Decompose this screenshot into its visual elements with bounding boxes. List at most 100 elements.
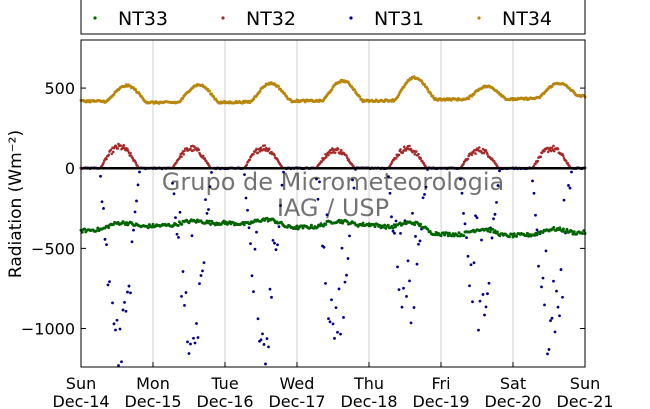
nt32-point <box>185 147 189 150</box>
legend-marker-nt32 <box>221 16 225 20</box>
nt31-point <box>477 328 480 332</box>
nt31-point <box>177 235 180 239</box>
nt32-point <box>345 156 349 160</box>
nt33-point <box>345 220 349 224</box>
nt32-point <box>267 147 271 150</box>
nt31-point <box>555 289 558 293</box>
nt33-point <box>386 223 390 227</box>
nt31-point <box>174 216 177 220</box>
nt31-point <box>115 318 119 322</box>
nt32-point <box>336 147 340 151</box>
nt31-point <box>118 327 122 331</box>
nt31-point <box>402 286 405 290</box>
nt31-point <box>346 257 350 260</box>
nt33-point <box>242 223 246 227</box>
nt33-point <box>452 234 456 238</box>
nt31-point <box>394 219 398 223</box>
nt31-point <box>210 170 213 174</box>
nt32-point <box>177 157 181 160</box>
nt32-point <box>552 144 555 148</box>
nt31-point <box>543 303 546 307</box>
nt31-point <box>495 200 498 204</box>
nt31-point <box>274 248 278 251</box>
nt32-point <box>248 158 252 162</box>
nt32-point <box>492 160 496 163</box>
nt34-point <box>429 92 433 96</box>
nt31-point <box>187 352 191 355</box>
nt31-point <box>267 345 270 349</box>
nt32-point <box>402 149 405 153</box>
nt31-point <box>531 179 534 183</box>
nt32-point <box>117 142 120 146</box>
nt33-point <box>443 233 447 237</box>
nt31-point <box>117 364 120 367</box>
nt32-point <box>486 152 489 156</box>
nt32-point <box>552 149 556 153</box>
nt32-point <box>414 150 418 153</box>
nt32-point <box>120 147 124 150</box>
nt33-point <box>339 219 343 223</box>
y-axis-ticks: 500 0 −500 −1000 <box>21 79 585 339</box>
nt31-point <box>202 261 206 265</box>
series-nt34 <box>79 75 587 105</box>
nt32-point <box>182 153 186 156</box>
nt33-point <box>209 222 213 226</box>
nt31-point <box>322 245 326 249</box>
nt34-point <box>467 97 471 101</box>
nt33-point <box>413 223 417 227</box>
nt31-point <box>459 177 462 181</box>
nt33-point <box>294 227 298 231</box>
nt31-point <box>103 237 107 241</box>
nt31-point <box>132 228 135 232</box>
nt33-point <box>558 226 562 230</box>
nt33-point <box>491 227 495 231</box>
nt32-point <box>273 154 276 157</box>
nt32-point <box>482 151 486 155</box>
nt33-point <box>433 233 437 237</box>
nt31-point <box>498 169 501 173</box>
nt31-point <box>481 293 485 296</box>
nt31-point <box>405 295 408 298</box>
nt31-point <box>478 299 482 303</box>
nt31-point <box>178 210 182 214</box>
nt31-point <box>388 191 392 195</box>
nt31-point <box>351 178 354 182</box>
nt31-point <box>249 242 252 246</box>
nt31-point <box>204 198 207 202</box>
nt31-point <box>135 199 138 203</box>
nt31-point <box>120 360 123 364</box>
y-tick-label: −1000 <box>21 320 75 339</box>
nt33-point <box>434 230 438 234</box>
nt34-point <box>402 85 406 89</box>
nt31-point <box>550 316 554 320</box>
nt32-point <box>109 148 113 152</box>
nt33-point <box>373 225 377 229</box>
y-tick-label: 500 <box>44 79 75 98</box>
nt33-point <box>95 229 99 233</box>
nt33-point <box>295 224 299 228</box>
nt31-point <box>423 193 426 196</box>
x-tick-date: Dec-14 <box>52 392 109 409</box>
nt32-point <box>561 154 565 158</box>
nt31-point <box>276 243 279 247</box>
nt31-point <box>546 352 549 356</box>
nt32-point <box>408 144 411 148</box>
nt34-point <box>212 95 216 99</box>
nt33-point <box>507 235 511 239</box>
nt31-point <box>399 231 402 235</box>
nt31-point <box>342 316 345 319</box>
nt31-point <box>387 175 390 179</box>
nt33-point <box>324 222 328 226</box>
nt32-point <box>197 148 201 152</box>
nt31-point <box>537 264 540 268</box>
nt34-point <box>423 82 427 86</box>
nt31-point <box>390 215 393 219</box>
x-tick-date: Dec-17 <box>268 392 325 409</box>
nt31-point <box>396 265 399 269</box>
nt32-point <box>394 156 398 160</box>
nt34-point <box>397 93 401 97</box>
nt31-point <box>133 210 137 214</box>
nt31-point <box>261 332 264 336</box>
nt32-point <box>397 153 401 157</box>
nt32-point <box>536 159 540 163</box>
